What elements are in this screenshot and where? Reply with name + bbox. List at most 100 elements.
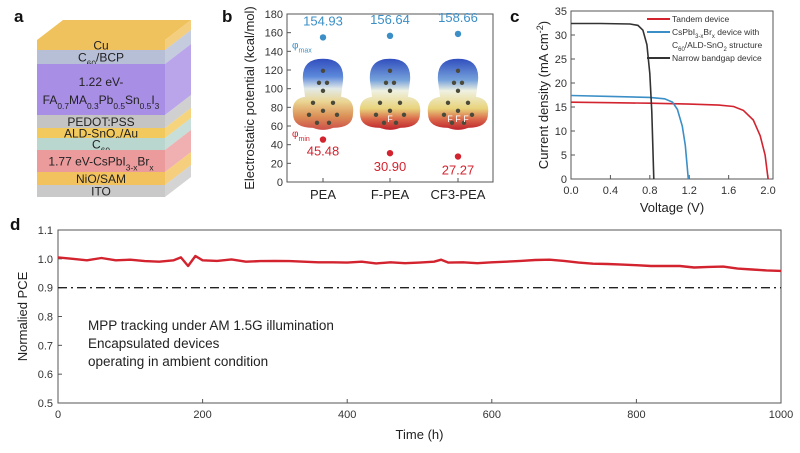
atom	[377, 100, 383, 106]
layer-4-front	[37, 128, 165, 138]
y-axis-label: Normalied PCE	[15, 271, 30, 361]
atom	[449, 120, 455, 126]
esp-point	[454, 153, 462, 160]
x-tick-label: 0	[55, 409, 61, 421]
esp-point	[386, 149, 394, 157]
x-tick-label: 0.0	[563, 185, 578, 197]
atom	[445, 100, 451, 106]
text-part: 3	[155, 101, 160, 111]
annotation-line: Encapsulated devices	[88, 336, 220, 351]
text-part: -2	[535, 25, 545, 33]
text-part: C	[672, 40, 678, 50]
legend-label: C60/ALD-SnO2 structure	[672, 40, 763, 53]
text-part: NiO/SAM	[76, 172, 126, 186]
esp-value-label: 30.90	[374, 159, 407, 174]
layer-3-side	[165, 95, 191, 128]
layer-label: 1.22 eV-	[79, 75, 124, 89]
text-part: φ	[292, 41, 299, 52]
atom	[461, 120, 467, 126]
text-part: 0.7	[57, 101, 69, 111]
atom	[469, 112, 475, 118]
y-tick-label: 1.1	[38, 225, 53, 237]
atom	[306, 112, 312, 118]
atom	[455, 88, 461, 94]
annotation-line: operating in ambient condition	[88, 354, 268, 369]
y-tick-label: 1.0	[38, 254, 53, 266]
y-tick-label: 0.9	[38, 283, 53, 295]
atom	[326, 120, 332, 126]
panel-label-a: a	[14, 7, 24, 26]
text-part: 3-x	[695, 34, 703, 40]
layer-label: FA0.7MA0.3Pb0.5Sn0.5I3	[43, 93, 160, 111]
layer-2-front	[37, 64, 165, 115]
atom	[330, 100, 336, 106]
text-part: Br	[137, 155, 149, 169]
layer-5-side	[165, 118, 191, 150]
text-part: PEDOT:PSS	[67, 115, 134, 129]
esp-value-label: 156.64	[370, 12, 410, 27]
x-tick-label: 0.4	[603, 185, 618, 197]
y-axis-label: Current density (mA cm-2)	[535, 21, 551, 169]
panel-label-c: c	[510, 7, 519, 26]
y-tick-label: 80	[271, 102, 283, 114]
layer-1-side	[165, 30, 191, 64]
x-tick-label: 400	[338, 409, 356, 421]
atom	[383, 80, 389, 86]
text-part: x	[712, 34, 715, 40]
text-part: CsPbI	[672, 27, 695, 37]
y-tick-label: 0.6	[38, 369, 53, 381]
y-tick-label: 180	[265, 9, 283, 21]
text-part: 3-x	[126, 163, 138, 173]
jv-curve	[570, 101, 769, 180]
text-part: C	[92, 138, 101, 152]
esp-value-label: 45.48	[307, 144, 340, 159]
x-tick-label: 200	[193, 409, 211, 421]
layer-8-front	[37, 185, 165, 197]
x-tick-label: 1.6	[721, 185, 736, 197]
text-part: 1.22 eV-	[79, 75, 124, 89]
x-tick-label: 1.2	[682, 185, 697, 197]
plot-frame	[57, 229, 782, 404]
annotation-line: MPP tracking under AM 1.5G illumination	[88, 318, 334, 333]
atom	[455, 68, 461, 74]
y-tick-label: 0.8	[38, 312, 53, 324]
atom	[324, 80, 330, 86]
text-part: Current density (mA cm	[536, 33, 551, 169]
text-part: MA	[69, 93, 87, 107]
text-part: /ALD-SnO	[685, 40, 724, 50]
atom	[381, 120, 387, 126]
text-part: Narrow bandgap device	[672, 53, 762, 63]
phi-max-label: φmax	[292, 41, 312, 55]
phi-min-label: φmin	[292, 129, 310, 143]
text-part: Tandem device	[672, 14, 729, 24]
layer-5-front	[37, 138, 165, 150]
layer-label: C60/BCP	[78, 51, 124, 69]
text-part: Pb	[99, 93, 114, 107]
atom	[387, 68, 393, 74]
jv-curve	[570, 94, 690, 180]
molecule-atom-label: F F F	[447, 114, 469, 124]
atom	[314, 120, 320, 126]
atom	[459, 80, 465, 86]
esp-point	[319, 136, 327, 143]
atom	[391, 80, 397, 86]
molecule-esp-surface	[359, 58, 421, 130]
y-tick-label: 100	[265, 84, 283, 96]
layer-4-side	[165, 108, 191, 138]
y-tick-label: 120	[265, 65, 283, 77]
layer-8-side	[165, 165, 191, 197]
atom	[310, 100, 316, 106]
legend-label: Narrow bandgap device	[672, 53, 762, 63]
esp-point	[454, 30, 462, 38]
text-part: ALD-SnO	[64, 127, 115, 141]
x-tick-label: F-PEA	[371, 187, 410, 202]
layer-6-side	[165, 130, 191, 172]
atom	[387, 88, 393, 94]
panel-label-d: d	[10, 215, 20, 234]
y-tick-label: 25	[555, 54, 567, 66]
text-part: min	[298, 136, 309, 143]
plot-frame	[570, 10, 774, 180]
atom	[465, 100, 471, 106]
layer-label: ITO	[91, 185, 111, 199]
